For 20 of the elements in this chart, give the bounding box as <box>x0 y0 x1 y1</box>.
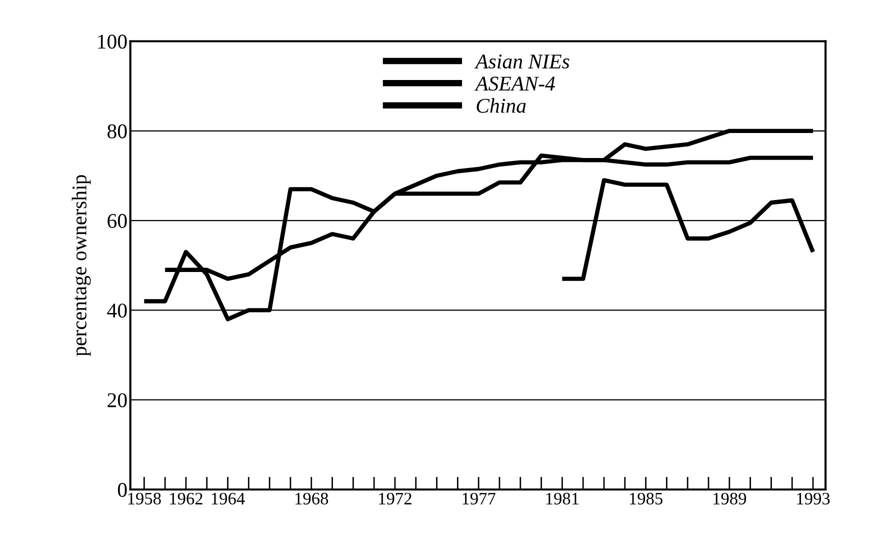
y-tick-label: 40 <box>107 304 127 318</box>
x-tick-label: 1958 <box>128 492 161 504</box>
x-tick-label: 1972 <box>379 492 412 504</box>
y-tick-label: 100 <box>98 34 127 49</box>
x-tick-label: 1989 <box>714 492 746 504</box>
x-tick-label: 1962 <box>170 492 202 504</box>
y-axis-title: percentage ownership <box>72 175 91 356</box>
y-tick-label: 60 <box>108 214 127 228</box>
legend-label: China <box>476 98 526 113</box>
x-tick-label: 1985 <box>630 492 662 504</box>
y-tick-label: 0 <box>118 482 127 497</box>
y-tick-label: 20 <box>108 393 127 408</box>
legend-label: ASEAN-4 <box>474 76 555 91</box>
x-tick-label: 1981 <box>546 492 579 504</box>
x-tick-label: 1964 <box>212 492 245 504</box>
x-tick-label: 1968 <box>296 492 328 504</box>
y-tick-label: 80 <box>108 124 127 138</box>
legend-label: Asian NIEs <box>474 54 570 69</box>
x-tick-label: 1977 <box>462 492 496 504</box>
x-tick-label: 1993 <box>797 492 830 504</box>
